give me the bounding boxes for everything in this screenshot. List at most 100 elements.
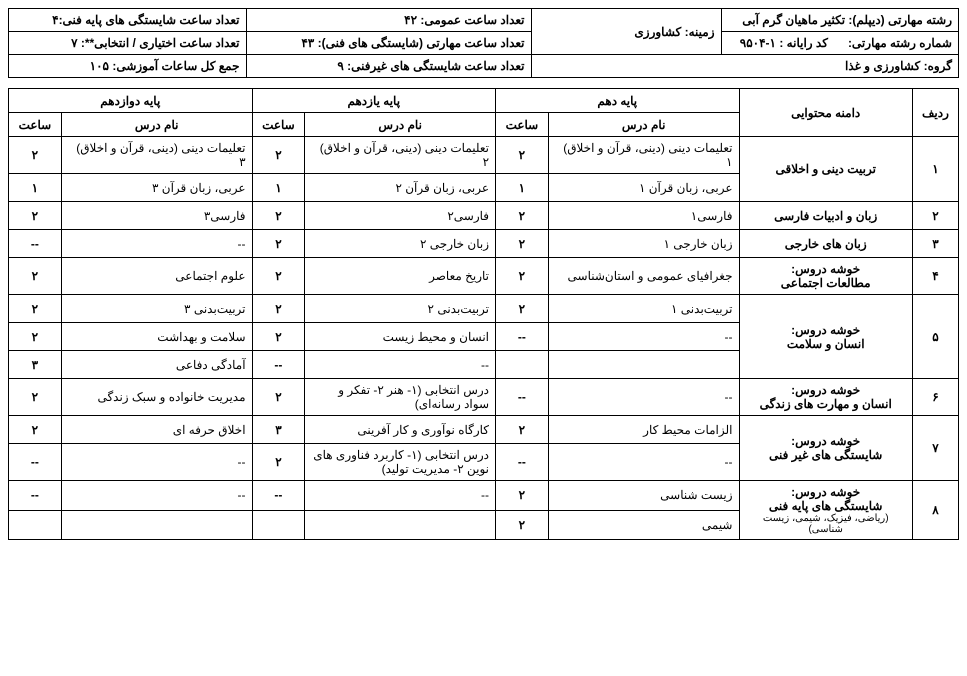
lesson-11: تعلیمات دینی (دینی، قرآن و اخلاق) ۲ (305, 137, 496, 174)
lesson-10: زیست شناسی (548, 481, 739, 511)
hours-10 (496, 351, 549, 379)
lesson-12: اخلاق حرفه ای (61, 416, 252, 444)
lesson-11 (305, 510, 496, 540)
hours-10: ۲ (496, 137, 549, 174)
lesson-10: -- (548, 444, 739, 481)
hdr-group: گروه: کشاورزی و غذا (531, 55, 959, 78)
lesson-11: تاریخ معاصر (305, 258, 496, 295)
lesson-10 (548, 351, 739, 379)
lesson-10: -- (548, 323, 739, 351)
hours-12: ۲ (9, 202, 62, 230)
lesson-10: عربی، زبان قرآن ۱ (548, 174, 739, 202)
hdr-basic-tech-hours: تعداد ساعت شایستگی های پایه فنی:۴ (9, 9, 247, 32)
table-row: ۸خوشه دروس:شایستگی های پایه فنی(ریاضی، ف… (9, 481, 959, 511)
hours-11: -- (252, 481, 305, 511)
lesson-11: درس انتخابی (۱- هنر ۲- تفکر و سواد رسانه… (305, 379, 496, 416)
hdr-major-code: شماره رشته مهارتی: کد رایانه : ۱-۹۵۰۴ (721, 32, 959, 55)
lesson-12: مدیریت خانواده و سبک زندگی (61, 379, 252, 416)
curriculum-table: ردیف دامنه محتوایی پایه دهم پایه یازدهم … (8, 88, 959, 540)
hours-10: ۲ (496, 416, 549, 444)
domain-cell: خوشه دروس:شایستگی های غیر فنی (739, 416, 912, 481)
hours-10: -- (496, 323, 549, 351)
hours-12: ۲ (9, 323, 62, 351)
hours-12: ۲ (9, 379, 62, 416)
col-lesson12: نام درس (61, 113, 252, 137)
table-row: ۱تربیت دینی و اخلاقیتعلیمات دینی (دینی، … (9, 137, 959, 174)
lesson-11: کارگاه نوآوری و کار آفرینی (305, 416, 496, 444)
lesson-11: -- (305, 481, 496, 511)
col-lesson11: نام درس (305, 113, 496, 137)
hdr-nontech-hours: تعداد ساعت شایستگی های غیرفنی: ۹ (246, 55, 531, 78)
row-number: ۶ (912, 379, 958, 416)
hours-10: ۲ (496, 481, 549, 511)
col-hours12: ساعت (9, 113, 62, 137)
lesson-12: -- (61, 444, 252, 481)
hours-10: ۲ (496, 295, 549, 323)
hours-10: -- (496, 444, 549, 481)
lesson-11: زبان خارجی ۲ (305, 230, 496, 258)
hdr-total-hours: جمع کل ساعات آموزشی: ۱۰۵ (9, 55, 247, 78)
hdr-field-domain: زمینه: کشاورزی (531, 9, 721, 55)
hours-12 (9, 510, 62, 540)
hdr-field-major: رشته مهارتی (دیپلم): تکثیر ماهیان گرم آب… (721, 9, 959, 32)
col-grade10: پایه دهم (496, 89, 739, 113)
lesson-11: تربیت‌بدنی ۲ (305, 295, 496, 323)
header-table: رشته مهارتی (دیپلم): تکثیر ماهیان گرم آب… (8, 8, 959, 78)
hours-11: ۲ (252, 137, 305, 174)
col-rownum: ردیف (912, 89, 958, 137)
hours-11: ۲ (252, 258, 305, 295)
hours-11: ۲ (252, 379, 305, 416)
hours-11: ۱ (252, 174, 305, 202)
col-lesson10: نام درس (548, 113, 739, 137)
hours-11 (252, 510, 305, 540)
lesson-11: عربی، زبان قرآن ۲ (305, 174, 496, 202)
hours-12: ۲ (9, 416, 62, 444)
hours-10: -- (496, 379, 549, 416)
hours-12: ۲ (9, 258, 62, 295)
hours-12: -- (9, 481, 62, 511)
hours-12: ۱ (9, 174, 62, 202)
hours-12: -- (9, 230, 62, 258)
lesson-10: الزامات محیط کار (548, 416, 739, 444)
lesson-10: شیمی (548, 510, 739, 540)
hours-11: -- (252, 351, 305, 379)
row-number: ۱ (912, 137, 958, 202)
col-hours10: ساعت (496, 113, 549, 137)
lesson-10: زبان خارجی ۱ (548, 230, 739, 258)
col-hours11: ساعت (252, 113, 305, 137)
row-number: ۳ (912, 230, 958, 258)
table-row: ۲زبان و ادبیات فارسیفارسی۱۲فارسی۲۲فارسی۳… (9, 202, 959, 230)
table-row: ۳زبان های خارجیزبان خارجی ۱۲زبان خارجی ۲… (9, 230, 959, 258)
hours-12: ۲ (9, 295, 62, 323)
hours-10: ۲ (496, 202, 549, 230)
lesson-12: فارسی۳ (61, 202, 252, 230)
row-number: ۴ (912, 258, 958, 295)
hours-10: ۱ (496, 174, 549, 202)
domain-cell: زبان و ادبیات فارسی (739, 202, 912, 230)
col-grade12: پایه دوازدهم (9, 89, 253, 113)
row-number: ۲ (912, 202, 958, 230)
lesson-10: تعلیمات دینی (دینی، قرآن و اخلاق) ۱ (548, 137, 739, 174)
hours-10: ۲ (496, 510, 549, 540)
lesson-10: تربیت‌بدنی ۱ (548, 295, 739, 323)
hours-11: ۲ (252, 230, 305, 258)
domain-cell: خوشه دروس:مطالعات اجتماعی (739, 258, 912, 295)
lesson-10: جغرافیای عمومی و استان‌شناسی (548, 258, 739, 295)
lesson-12: عربی، زبان قرآن ۳ (61, 174, 252, 202)
hdr-general-hours: تعداد ساعت عمومی: ۴۲ (246, 9, 531, 32)
hours-11: ۲ (252, 295, 305, 323)
row-number: ۷ (912, 416, 958, 481)
hours-12: ۳ (9, 351, 62, 379)
table-row: ۷خوشه دروس:شایستگی های غیر فنیالزامات مح… (9, 416, 959, 444)
hours-12: ۲ (9, 137, 62, 174)
lesson-12: تعلیمات دینی (دینی، قرآن و اخلاق) ۳ (61, 137, 252, 174)
table-row: ۶خوشه دروس:انسان و مهارت های زندگی----در… (9, 379, 959, 416)
hours-11: ۳ (252, 416, 305, 444)
lesson-12: تربیت‌بدنی ۳ (61, 295, 252, 323)
hours-10: ۲ (496, 230, 549, 258)
lesson-12: آمادگی دفاعی (61, 351, 252, 379)
lesson-10: فارسی۱ (548, 202, 739, 230)
hdr-skill-hours: تعداد ساعت مهارتی (شایستگی های فنی): ۴۳ (246, 32, 531, 55)
table-row: ۵خوشه دروس:انسان و سلامتتربیت‌بدنی ۱۲ترب… (9, 295, 959, 323)
lesson-12: -- (61, 481, 252, 511)
